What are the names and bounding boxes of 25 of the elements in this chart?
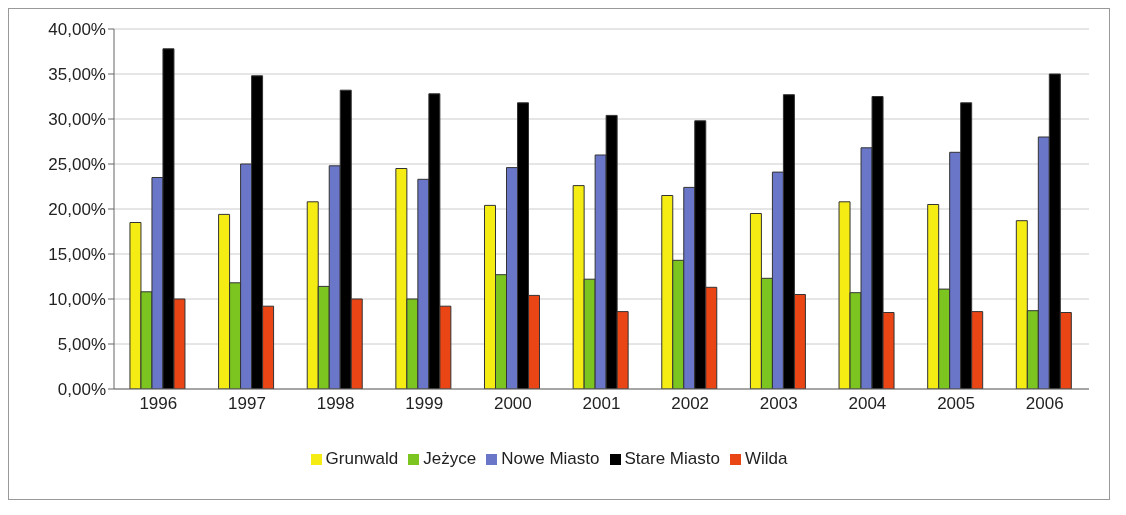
legend-label: Nowe Miasto (501, 449, 600, 468)
legend-label: Wilda (744, 449, 788, 468)
x-tick-label: 2000 (493, 394, 532, 414)
y-tick-label: 10,00% (48, 290, 106, 310)
x-tick-label: 2003 (759, 394, 798, 414)
legend-label: Stare Miasto (624, 449, 720, 468)
y-tick-label: 25,00% (48, 155, 106, 175)
y-tick-label: 20,00% (48, 200, 106, 220)
y-tick-label: 40,00% (48, 20, 106, 40)
y-tick-label: 35,00% (48, 65, 106, 85)
x-tick-label: 2004 (848, 394, 887, 414)
x-tick-label: 1996 (139, 394, 178, 414)
x-tick-label: 1998 (316, 394, 355, 414)
x-tick-label: 1999 (405, 394, 444, 414)
x-tick-label: 2006 (1025, 394, 1064, 414)
x-tick-label: 2005 (937, 394, 975, 414)
legend-label: Jeżyce (423, 449, 477, 468)
y-tick-label: 30,00% (48, 110, 106, 130)
x-tick-label: 1997 (228, 394, 266, 414)
x-tick-label: 2001 (582, 394, 621, 414)
legend-label: Grunwald (325, 449, 399, 468)
x-tick-label: 2002 (671, 394, 710, 414)
y-tick-label: 5,00% (57, 335, 106, 355)
y-tick-label: 0,00% (57, 380, 106, 400)
y-tick-label: 15,00% (48, 245, 106, 265)
